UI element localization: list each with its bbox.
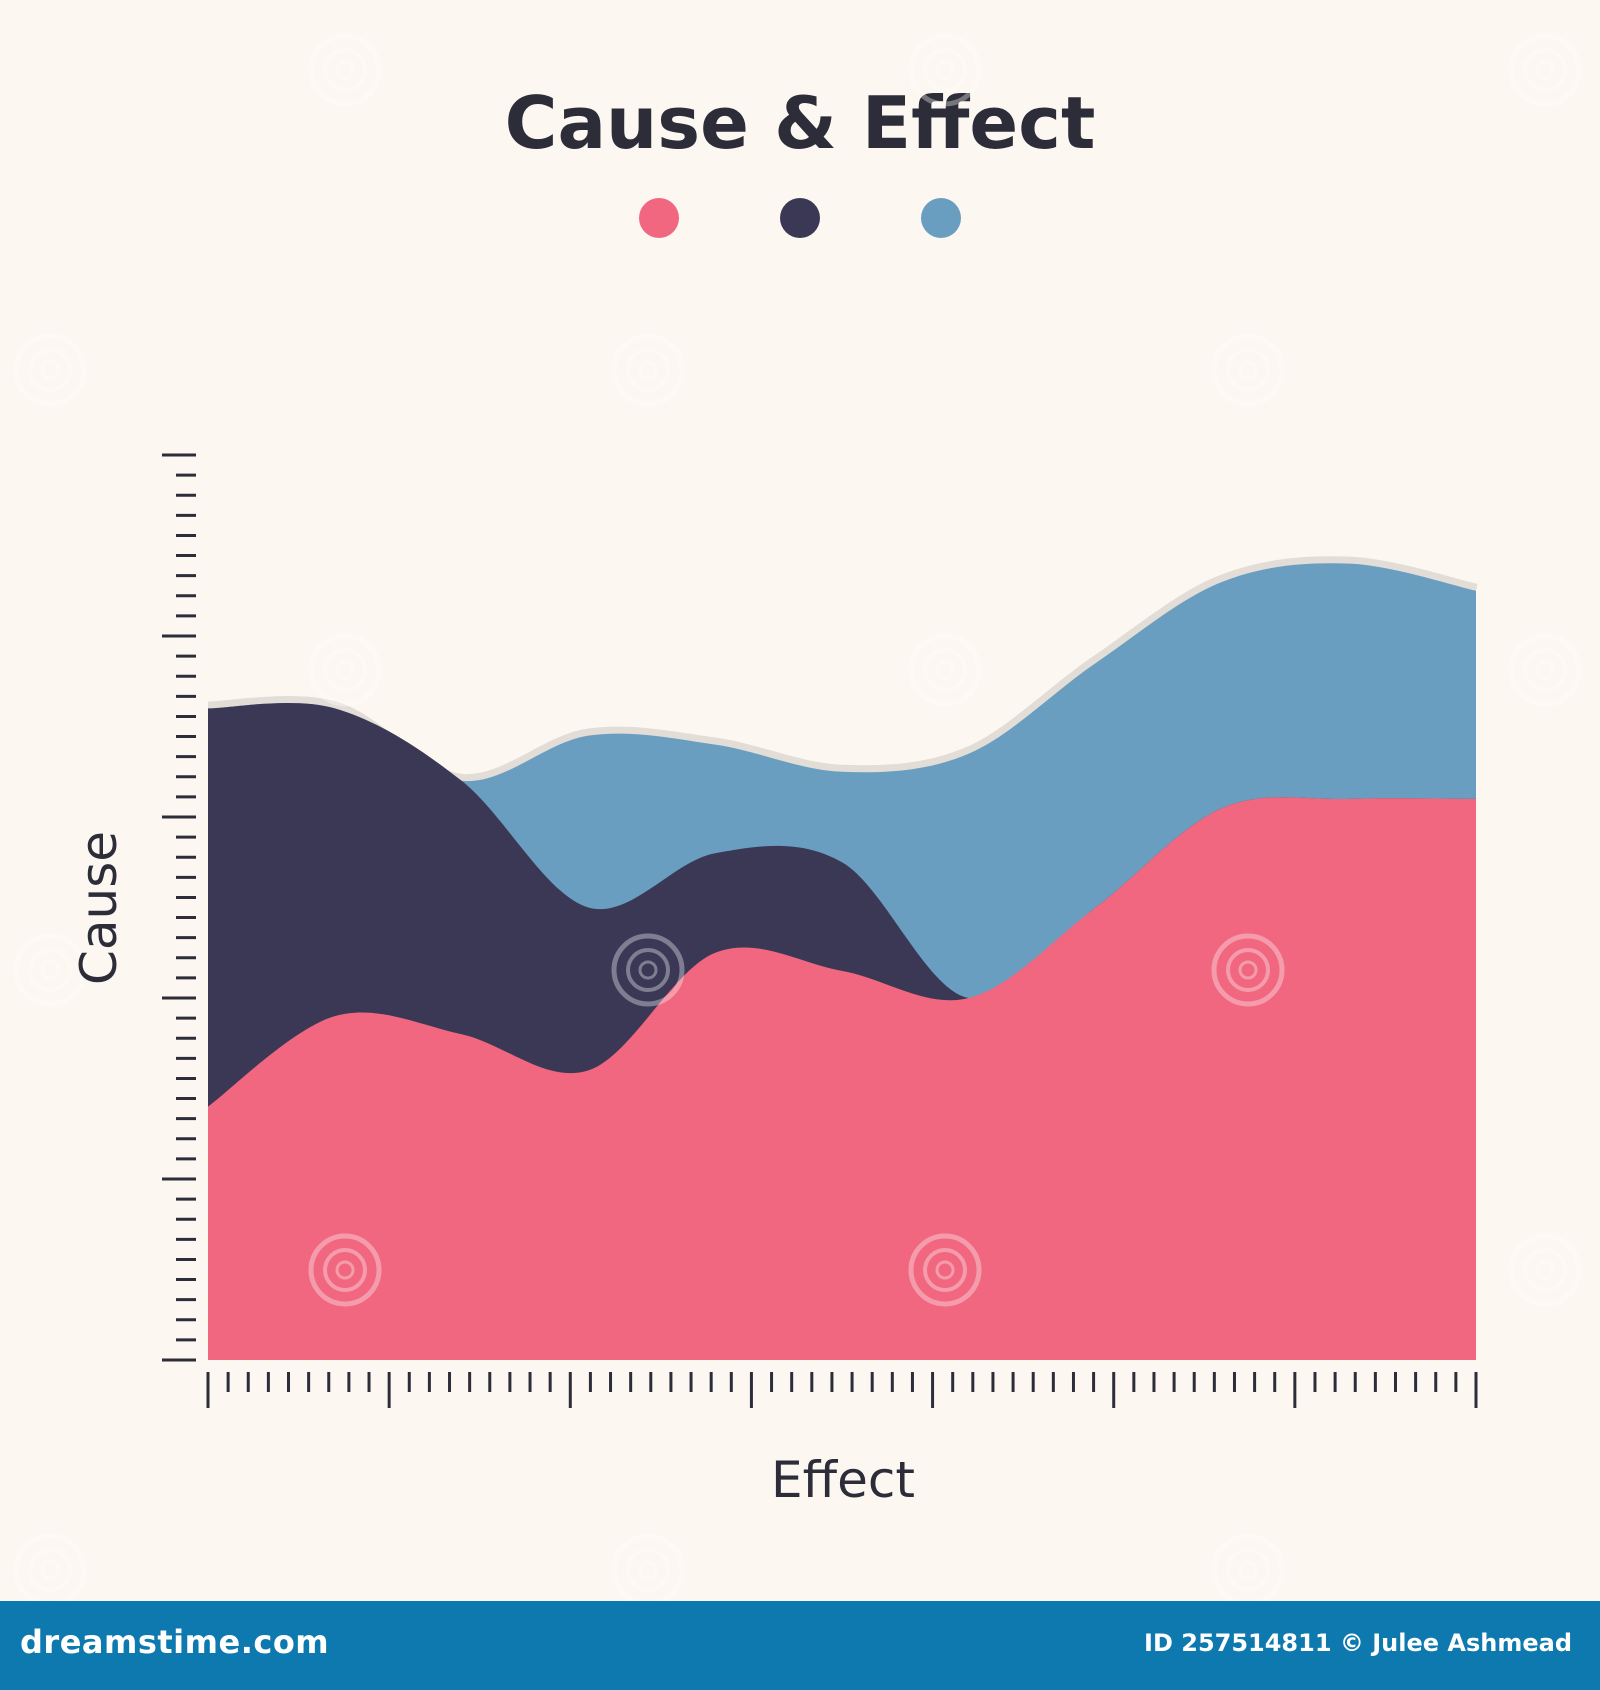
- watermark-ring: [626, 948, 670, 992]
- watermark-ring: [335, 60, 355, 80]
- chart-title: Cause & Effect: [505, 81, 1096, 165]
- legend-dot-1: [639, 198, 679, 238]
- watermark-logo: [308, 633, 382, 707]
- watermark-ring: [638, 360, 658, 380]
- watermark-ring: [28, 948, 72, 992]
- watermark-ring: [935, 1260, 955, 1280]
- watermark-ring: [1508, 33, 1582, 107]
- watermark-logo: [611, 1533, 685, 1601]
- watermark-ring: [1523, 1248, 1567, 1292]
- legend-dot-2: [780, 198, 820, 238]
- watermark-ring: [923, 1248, 967, 1292]
- watermark-ring: [13, 1533, 87, 1601]
- watermark-logo: [1211, 333, 1285, 407]
- watermark-ring: [626, 1548, 670, 1592]
- watermark-ring: [1535, 660, 1555, 680]
- watermark-ring: [611, 1533, 685, 1601]
- plot-area: [207, 556, 1478, 1360]
- y-axis: [162, 453, 196, 1362]
- watermark-ring: [1523, 48, 1567, 92]
- watermark-ring: [308, 1233, 382, 1307]
- watermark-ring: [908, 33, 982, 107]
- watermark-logo: [611, 933, 685, 1007]
- watermark-ring: [335, 1260, 355, 1280]
- footer-credit: ID 257514811 © Julee Ashmead: [1144, 1629, 1572, 1657]
- watermark-logo: [908, 33, 982, 107]
- watermark-logo: [308, 33, 382, 107]
- x-axis: [206, 1372, 1478, 1408]
- watermark-logo: [908, 633, 982, 707]
- watermark-ring: [935, 660, 955, 680]
- footer-brand[interactable]: dreamstime.com: [20, 1623, 330, 1661]
- watermark-ring: [611, 933, 685, 1007]
- legend-dot-3: [921, 198, 961, 238]
- watermark-ring: [1211, 933, 1285, 1007]
- watermark-logo: [1508, 33, 1582, 107]
- watermark-logo: [13, 1533, 87, 1601]
- watermark-ring: [1535, 60, 1555, 80]
- watermark-logo: [1211, 933, 1285, 1007]
- watermark-ring: [28, 348, 72, 392]
- watermark-logo: [908, 1233, 982, 1307]
- watermark-ring: [638, 1560, 658, 1580]
- watermark-ring: [323, 648, 367, 692]
- watermark-logo: [308, 1233, 382, 1307]
- watermark-ring: [323, 1248, 367, 1292]
- watermark-logo: [1508, 633, 1582, 707]
- watermark-ring: [1238, 960, 1258, 980]
- watermark-ring: [935, 60, 955, 80]
- watermark-ring: [308, 633, 382, 707]
- watermark-ring: [1226, 348, 1270, 392]
- watermark-ring: [1508, 1233, 1582, 1307]
- area-series-1: [208, 797, 1476, 1360]
- watermark-ring: [1238, 1560, 1258, 1580]
- watermark-ring: [28, 1548, 72, 1592]
- watermark-ring: [626, 348, 670, 392]
- watermark-ring: [1211, 1533, 1285, 1601]
- watermark-ring: [13, 933, 87, 1007]
- watermark-ring: [908, 1233, 982, 1307]
- watermark-ring: [335, 660, 355, 680]
- watermark-ring: [1226, 948, 1270, 992]
- footer-bar: dreamstime.com ID 257514811 © Julee Ashm…: [0, 1601, 1600, 1690]
- watermark-ring: [1523, 648, 1567, 692]
- watermark-ring: [923, 648, 967, 692]
- watermark-ring: [40, 1560, 60, 1580]
- watermark-ring: [13, 333, 87, 407]
- watermark-ring: [40, 360, 60, 380]
- watermark-logo: [1508, 1233, 1582, 1307]
- watermark-ring: [1535, 1260, 1555, 1280]
- cause-effect-chart: Cause & Effect Effect Cause: [13, 33, 1582, 1601]
- watermark-ring: [308, 33, 382, 107]
- watermark-ring: [1508, 633, 1582, 707]
- watermark-ring: [908, 633, 982, 707]
- watermark-ring: [323, 48, 367, 92]
- watermark-logo: [1211, 1533, 1285, 1601]
- watermark-ring: [1226, 1548, 1270, 1592]
- watermark-logo: [13, 333, 87, 407]
- watermark-ring: [1238, 360, 1258, 380]
- watermark-layer: [13, 33, 1582, 1601]
- watermark-ring: [638, 960, 658, 980]
- watermark-logo: [13, 933, 87, 1007]
- watermark-ring: [40, 960, 60, 980]
- watermark-logo: [611, 333, 685, 407]
- x-axis-label: Effect: [771, 1451, 915, 1509]
- y-axis-label: Cause: [70, 831, 128, 985]
- watermark-ring: [923, 48, 967, 92]
- watermark-ring: [1211, 333, 1285, 407]
- watermark-ring: [611, 333, 685, 407]
- legend: [639, 198, 961, 238]
